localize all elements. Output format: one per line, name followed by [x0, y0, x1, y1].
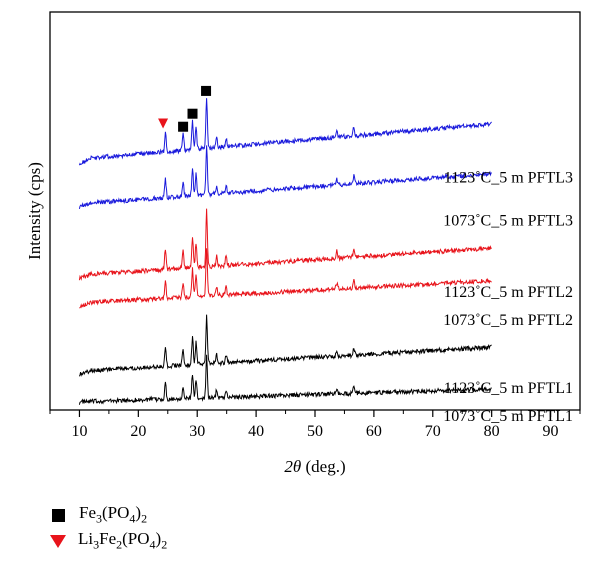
x-tick-label: 60 — [366, 423, 382, 440]
plot-frame — [49, 11, 581, 411]
series-label: 1123˚C_5 m PFTL3 — [444, 169, 573, 186]
x-tick-label: 30 — [189, 423, 205, 440]
series-label: 1123˚C_5 m PFTL2 — [444, 284, 573, 301]
x-tick-label: 50 — [307, 423, 323, 440]
legend-label: Fe3(PO4)2 — [79, 503, 148, 526]
legend-square-marker — [52, 508, 65, 522]
xrd-chart: 10 20 30 40 50 60 70 80 90 1073˚C_5 m PFTL1 1123˚… — [25, 11, 581, 476]
series-label: 1123˚C_5 m PFTL1 — [444, 380, 573, 397]
legend-entry: Fe3(PO4)2 — [50, 502, 167, 528]
x-tick-label: 20 — [130, 423, 146, 440]
legend: Fe3(PO4)2 Li3Fe2(PO4)2 — [50, 502, 167, 554]
series-label: 1073˚C_5 m PFTL1 — [443, 408, 573, 425]
phase-markers — [158, 85, 212, 132]
series-line — [78, 98, 492, 166]
legend-label: Li3Fe2(PO4)2 — [78, 529, 168, 552]
fe3po42-marker — [178, 121, 189, 132]
series-layer — [78, 98, 492, 405]
series-line — [79, 248, 492, 309]
legend-entry: Li3Fe2(PO4)2 — [50, 528, 167, 554]
li3fe2po42-marker — [158, 118, 169, 129]
series-line — [78, 208, 492, 281]
series-label: 1073˚C_5 m PFTL3 — [443, 213, 573, 230]
series-line — [78, 354, 492, 405]
fe3po42-marker — [201, 85, 212, 96]
series-line — [78, 314, 492, 377]
x-tick-label: 10 — [71, 423, 87, 440]
series-line — [78, 145, 492, 210]
series-label: 1073˚C_5 m PFTL2 — [443, 312, 573, 329]
y-axis-title: Intensity (cps) — [25, 162, 44, 260]
x-tick-label: 70 — [425, 423, 441, 440]
series-labels: 1073˚C_5 m PFTL1 1123˚C_5 m PFTL1 1073˚C_5… — [443, 169, 573, 425]
x-tick-label: 80 — [484, 423, 500, 440]
fe3po42-marker — [187, 108, 198, 119]
x-axis-ticks: 10 20 30 40 50 60 70 80 90 — [49, 410, 581, 440]
x-tick-label: 90 — [543, 423, 559, 440]
legend-triangle-marker — [50, 534, 66, 548]
x-tick-label: 40 — [248, 423, 264, 440]
x-axis-title: 2θ (deg.) — [284, 457, 345, 476]
